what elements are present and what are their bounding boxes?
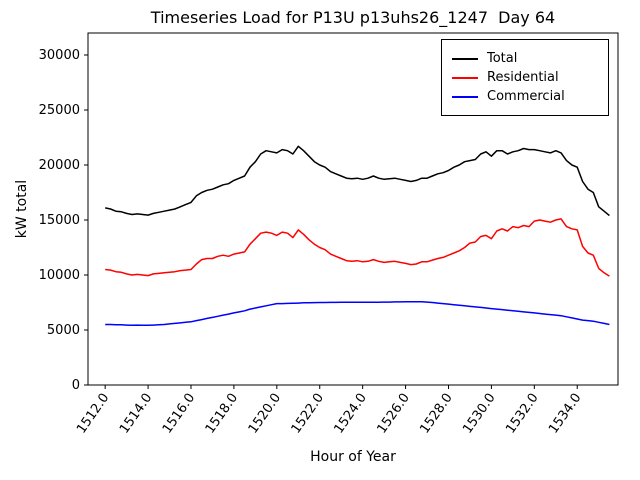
series-residential-line [105,218,610,277]
x-tick-label: 1528.0 [417,391,455,437]
y-tick-label: 0 [72,378,80,393]
y-tick-label: 15000 [39,213,80,228]
legend-item-commercial: Commercial [452,89,598,104]
x-tick-label: 1532.0 [503,391,541,437]
legend-item-total: Total [452,51,598,66]
legend-label-commercial: Commercial [487,89,565,104]
residential-line-swatch [452,76,478,79]
x-tick-label: 1518.0 [203,391,241,437]
x-tick-label: 1516.0 [160,391,198,437]
x-tick-label: 1520.0 [246,391,284,437]
y-tick-label: 30000 [39,48,80,63]
chart-title: Timeseries Load for P13U p13uhs26_1247 D… [150,8,556,27]
total-line-swatch [452,57,478,60]
plot-border [87,32,619,386]
y-tick-label: 5000 [47,323,80,338]
x-axis-label: Hour of Year [310,449,396,465]
x-tick-label: 1514.0 [117,391,155,437]
series-total-line [105,145,610,217]
series-commercial-line [105,300,610,327]
x-tick-label: 1534.0 [546,391,584,437]
legend-label-total: Total [487,51,518,66]
legend-label-residential: Residential [487,70,559,85]
x-tick-label: 1524.0 [332,391,370,437]
x-tick-label: 1512.0 [74,391,112,437]
x-tick-label: 1526.0 [374,391,412,437]
y-tick-label: 10000 [39,268,80,283]
legend: Total Residential Commercial [441,39,609,116]
y-tick-label: 25000 [39,103,80,118]
commercial-line-swatch [452,95,478,98]
legend-item-residential: Residential [452,70,598,85]
x-tick-label: 1530.0 [460,391,498,437]
y-tick-label: 20000 [39,158,80,173]
x-tick-label: 1522.0 [289,391,327,437]
y-axis-label: kW total [14,179,30,239]
